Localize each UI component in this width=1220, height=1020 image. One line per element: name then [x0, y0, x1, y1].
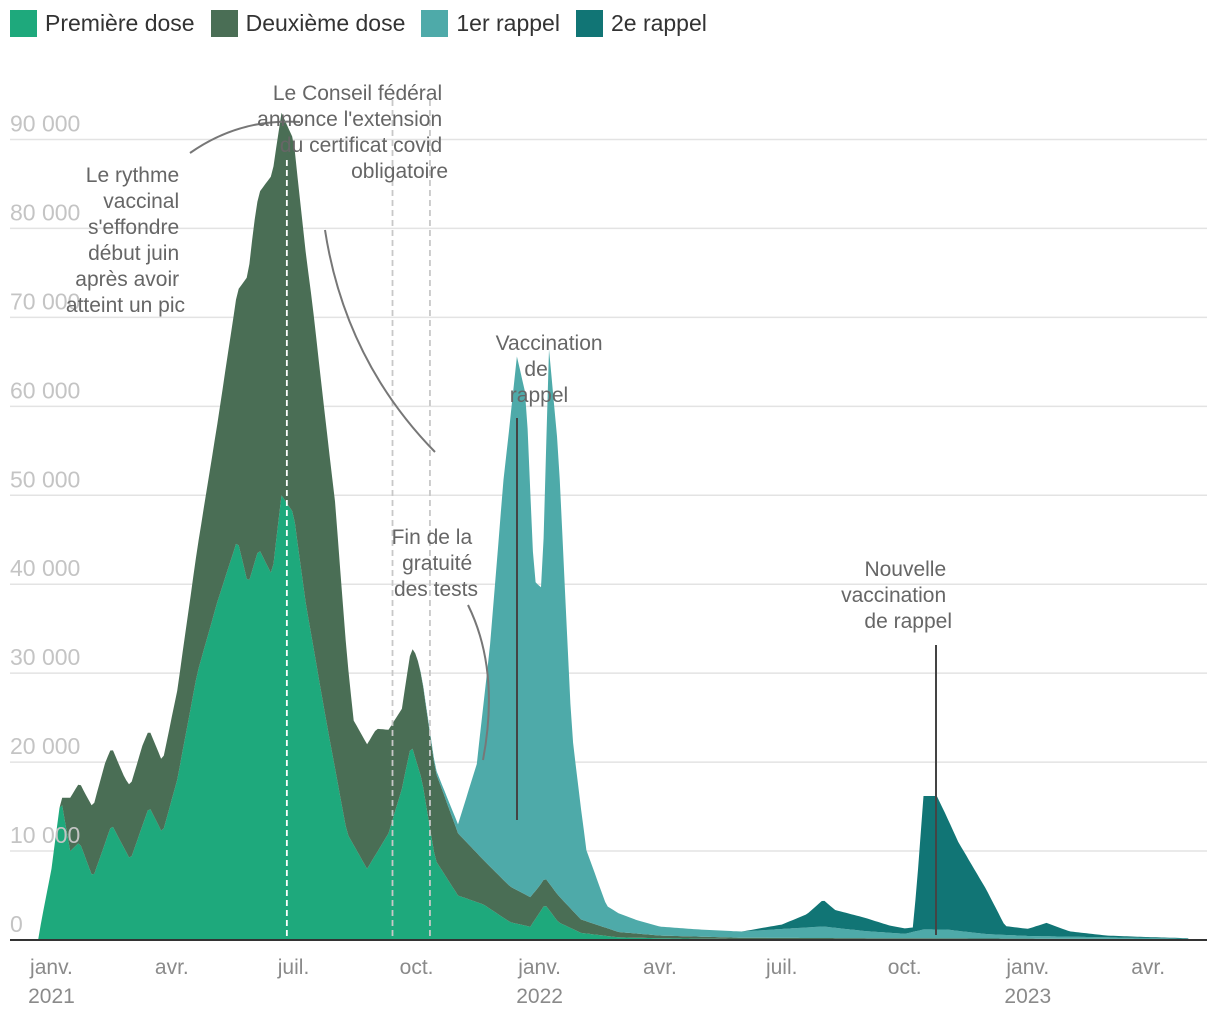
x-tick-label: avr. [643, 956, 677, 979]
annotation-gratuite-line-1: Fin de la [392, 526, 473, 549]
annotations: Le rythme vaccinal s'effondre début juin… [66, 82, 952, 935]
legend-swatch-deuxieme-dose [210, 10, 238, 37]
annotation-rappel-line-3: rappel [510, 384, 568, 407]
annotation-nouvelle: Nouvelle vaccination de rappel [841, 558, 952, 633]
legend-label-2e-rappel: 2e rappel [610, 10, 707, 36]
y-tick-label: 60 000 [10, 377, 80, 403]
annotation-conseil-line-2: annonce l'extension [257, 108, 442, 131]
legend: Première dose Deuxième dose 1er rappel 2… [10, 10, 723, 37]
annotation-gratuite-line-2: gratuité [402, 552, 472, 575]
legend-item-1er-rappel: 1er rappel [421, 10, 560, 37]
annotation-conseil-line-3: du certificat covid [280, 134, 442, 157]
y-tick-label: 70 000 [10, 288, 80, 314]
x-tick-label: avr. [155, 956, 189, 979]
legend-item-premiere-dose: Première dose [10, 10, 195, 37]
annotation-rythme-line-2: vaccinal [103, 190, 179, 213]
x-tick-label: juil. [765, 956, 798, 979]
x-tick-year: 2023 [1004, 985, 1051, 1008]
y-axis-ticks: 0 10 000 20 000 30 000 40 000 50 000 60 000 70 … [10, 110, 80, 937]
legend-swatch-premiere-dose [10, 10, 37, 37]
x-tick-label: oct. [888, 956, 922, 979]
y-tick-label: 40 000 [10, 555, 80, 581]
annotation-gratuite-line-3: des tests [394, 578, 478, 601]
area-deuxi-me-dose [38, 112, 1189, 941]
legend-label-deuxieme-dose: Deuxième dose [245, 10, 406, 36]
legend-label-1er-rappel: 1er rappel [456, 10, 560, 36]
annotation-conseil-line-1: Le Conseil fédéral [273, 82, 442, 105]
x-tick-label: janv. [1005, 956, 1049, 979]
y-tick-label: 30 000 [10, 644, 80, 670]
legend-item-2e-rappel: 2e rappel [575, 10, 707, 37]
annotation-rythme: Le rythme vaccinal s'effondre début juin… [66, 164, 185, 317]
annotation-nouvelle-line-3: de rappel [864, 610, 952, 633]
y-tick-label: 10 000 [10, 822, 80, 848]
reference-lines [285, 100, 431, 940]
x-tick-label: juil. [277, 956, 310, 979]
legend-swatch-2e-rappel [575, 10, 603, 37]
legend-swatch-1er-rappel [421, 10, 449, 37]
y-tick-label: 20 000 [10, 733, 80, 759]
annotation-rappel: Vaccination de rappel [496, 332, 609, 407]
annotation-rythme-line-5: après avoir [75, 268, 179, 291]
annotation-nouvelle-line-2: vaccination [841, 584, 946, 607]
annotation-rythme-connector [189, 120, 301, 154]
y-tick-label: 50 000 [10, 466, 80, 492]
annotation-rythme-line-1: Le rythme [86, 164, 179, 187]
annotation-rythme-line-3: s'effondre [88, 216, 179, 239]
area-premi-re-dose [38, 495, 1189, 940]
annotation-rappel-line-2: de [524, 358, 547, 381]
annotation-rappel-line-1: Vaccination [496, 332, 603, 355]
x-tick-label: avr. [1131, 956, 1165, 979]
annotation-conseil: Le Conseil fédéral annonce l'extension d… [257, 82, 448, 183]
x-tick-year: 2022 [516, 985, 563, 1008]
y-tick-label: 80 000 [10, 199, 80, 225]
annotation-rythme-line-4: début juin [88, 242, 179, 265]
x-tick-label: janv. [517, 956, 561, 979]
y-tick-label: 0 [10, 911, 23, 937]
legend-label-premiere-dose: Première dose [45, 10, 195, 36]
x-tick-year: 2021 [28, 985, 75, 1008]
annotation-gratuite-connector [467, 604, 490, 761]
x-tick-label: janv. [29, 956, 73, 979]
annotation-nouvelle-line-1: Nouvelle [864, 558, 946, 581]
y-tick-label: 90 000 [10, 110, 80, 136]
annotation-gratuite: Fin de la gratuité des tests [392, 526, 478, 601]
x-tick-label: oct. [400, 956, 434, 979]
stacked-areas [38, 112, 1189, 941]
x-axis-ticks: janv. 2021 avr. juil. oct. janv. 2022 avr. juil.… [28, 956, 1165, 1008]
annotation-rythme-line-6: atteint un pic [66, 294, 185, 317]
annotation-conseil-connector [324, 229, 436, 453]
legend-item-deuxieme-dose: Deuxième dose [210, 10, 406, 37]
annotation-conseil-line-4: obligatoire [351, 160, 448, 183]
